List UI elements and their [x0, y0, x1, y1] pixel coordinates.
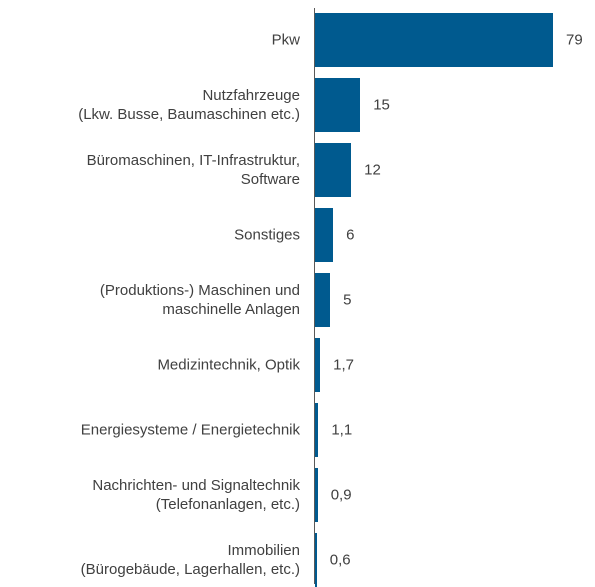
category-label: Immobilien (Bürogebäude, Lagerhallen, et…: [80, 542, 300, 578]
value-label: 5: [343, 291, 352, 309]
value-label: 1,7: [333, 356, 354, 374]
category-label: Nutzfahrzeuge (Lkw. Busse, Baumaschinen …: [78, 87, 300, 123]
bar: [315, 208, 334, 262]
value-label: 12: [364, 161, 381, 179]
value-label: 6: [346, 226, 355, 244]
category-label: Pkw: [271, 31, 300, 49]
category-label: Sonstiges: [234, 226, 300, 244]
axis-line: [314, 8, 315, 584]
bar: [315, 533, 317, 587]
value-label: 0,6: [329, 551, 351, 569]
value-label: 15: [373, 96, 390, 114]
bar: [315, 143, 352, 197]
value-label: 79: [566, 31, 583, 49]
category-label: Büromaschinen, IT-Infrastruktur, Softwar…: [86, 152, 300, 188]
bar: [315, 78, 361, 132]
bar: [315, 403, 319, 457]
bar: [315, 13, 553, 67]
bar: [315, 273, 331, 327]
category-label: (Produktions-) Maschinen und maschinelle…: [99, 282, 300, 318]
category-label: Nachrichten- und Signaltechnik (Telefona…: [92, 477, 300, 513]
category-label: Medizintechnik, Optik: [157, 356, 300, 374]
category-label: Energiesysteme / Energietechnik: [80, 421, 300, 439]
bar: [315, 338, 321, 392]
value-label: 0,9: [330, 486, 352, 504]
bar: [315, 468, 318, 522]
value-label: 1,1: [331, 421, 353, 439]
